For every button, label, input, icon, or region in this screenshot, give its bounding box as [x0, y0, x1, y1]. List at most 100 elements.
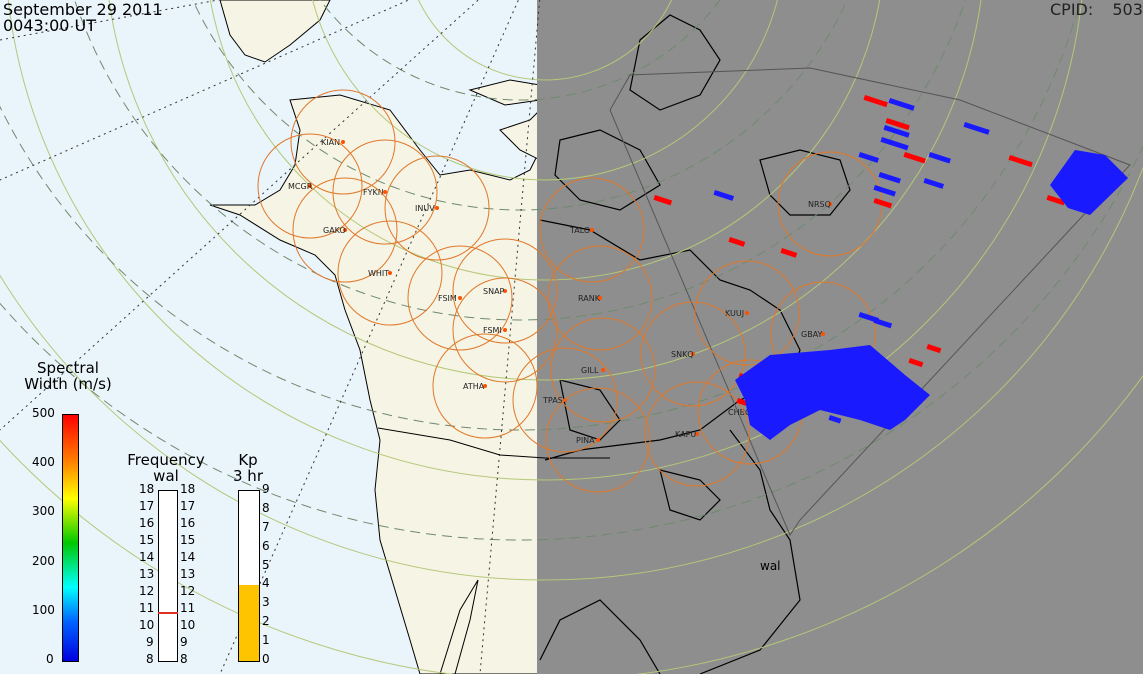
radar-cell — [713, 190, 735, 201]
radar-cell — [885, 117, 910, 131]
station-label: MCGR — [288, 182, 313, 191]
station-dot — [598, 296, 602, 300]
station-label: FYKN — [363, 188, 384, 197]
time-label: 0043:00 UT — [3, 16, 97, 35]
station-dot — [308, 184, 312, 188]
radar-cell — [926, 343, 942, 354]
radar-cells — [653, 94, 1128, 440]
kp-title: Kp 3 hr — [233, 451, 263, 485]
station-label: WHIT — [368, 269, 389, 278]
kp-tick: 0 — [262, 652, 270, 666]
station-snkq: SNKQ — [640, 301, 746, 407]
station-dot — [695, 432, 699, 436]
station-label: GILL — [581, 366, 599, 375]
kp-tick: 6 — [262, 538, 270, 553]
station-dot — [821, 332, 825, 336]
frequency-tick: 17 — [139, 499, 155, 513]
radar-cell — [653, 194, 673, 206]
radar-patch-main — [735, 345, 930, 440]
station-dot — [596, 438, 600, 442]
spectral-tick: 300 — [32, 504, 55, 519]
radar-site-label: wal — [760, 559, 781, 573]
radar-cell — [880, 137, 909, 151]
radar-cell — [873, 198, 893, 209]
station-dot — [388, 271, 392, 275]
station-dot — [483, 384, 487, 388]
radar-cell — [878, 171, 901, 184]
station-circle — [292, 177, 398, 283]
frequency-tick: 17 — [180, 499, 196, 513]
station-label: ATHA — [463, 382, 485, 391]
baja — [439, 579, 479, 674]
station-pina: PINA — [545, 387, 651, 493]
kp-tick: 9 — [262, 482, 270, 496]
station-circle — [432, 333, 538, 439]
station-rank: RANK — [547, 245, 653, 351]
station-circle — [452, 238, 558, 344]
frequency-tick: 8 — [146, 652, 154, 666]
kp-tick: 8 — [262, 500, 270, 515]
radar-cell — [863, 94, 888, 108]
radar-cell — [780, 247, 798, 258]
station-circle — [384, 155, 490, 261]
frequency-tick: 12 — [180, 584, 196, 598]
station-mcgr: MCGR — [257, 133, 363, 239]
radar-cell — [888, 97, 915, 111]
radar-cell — [903, 152, 926, 164]
station-label: KIAN — [321, 138, 340, 147]
frequency-tick: 14 — [139, 550, 155, 564]
frequency-tick: 12 — [139, 584, 155, 598]
station-gako: GAKO — [292, 177, 398, 283]
radar-cell — [923, 177, 945, 189]
station-dot — [691, 352, 695, 356]
spectral-tick: 500 — [32, 406, 55, 420]
station-circle — [539, 177, 645, 283]
radar-cell — [963, 121, 990, 135]
station-circle — [550, 317, 656, 423]
station-atha: ATHA — [432, 333, 538, 439]
kp-tick: 3 — [262, 595, 270, 610]
radar-cell — [908, 358, 924, 368]
spectral-title: Spectral Width (m/s) — [24, 359, 112, 393]
spectral-colorbar — [62, 414, 79, 662]
frequency-title: Frequency wal — [127, 451, 205, 485]
frequency-tick: 13 — [139, 567, 155, 581]
station-dot — [503, 289, 507, 293]
frequency-tick: 9 — [180, 635, 188, 649]
station-circle — [545, 387, 651, 493]
night-side — [537, 0, 1143, 674]
station-circle — [644, 381, 750, 487]
magnetic-latitude-lines — [0, 0, 1143, 541]
spectral-tick: 0 — [46, 652, 54, 666]
station-kuuj: KUUJ — [694, 260, 800, 366]
station-dot — [383, 190, 387, 194]
frequency-tick: 18 — [139, 482, 155, 496]
radar-patch-far — [1050, 150, 1128, 215]
border-line — [377, 427, 610, 459]
cpid-value: 503 — [1112, 0, 1143, 19]
station-dot — [601, 368, 605, 372]
frequency-tick: 14 — [180, 550, 196, 564]
frequency-tick: 10 — [180, 618, 196, 632]
frequency-tick: 15 — [180, 533, 196, 547]
radar-cell — [873, 185, 896, 197]
station-talo: TALO — [539, 177, 645, 283]
radar-cell — [928, 152, 951, 164]
station-inuv: INUV — [384, 155, 490, 261]
station-dot — [745, 311, 749, 315]
station-label: TPAS — [542, 396, 563, 405]
frequency-scale-box — [158, 490, 178, 662]
kp-tick: 4 — [262, 576, 270, 591]
station-kian: KIAN — [290, 89, 396, 195]
spectral-tick: 100 — [32, 602, 55, 617]
station-fykn: FYKN — [332, 139, 438, 245]
frequency-tick: 13 — [180, 567, 196, 581]
station-label: GBAY — [801, 330, 823, 339]
station-circle — [452, 277, 558, 383]
date-label: September 29 2011 — [3, 0, 163, 19]
station-label: SNAP — [483, 287, 505, 296]
landmass — [209, 0, 540, 674]
frequency-marker — [158, 612, 178, 615]
radar-cell — [828, 415, 842, 424]
